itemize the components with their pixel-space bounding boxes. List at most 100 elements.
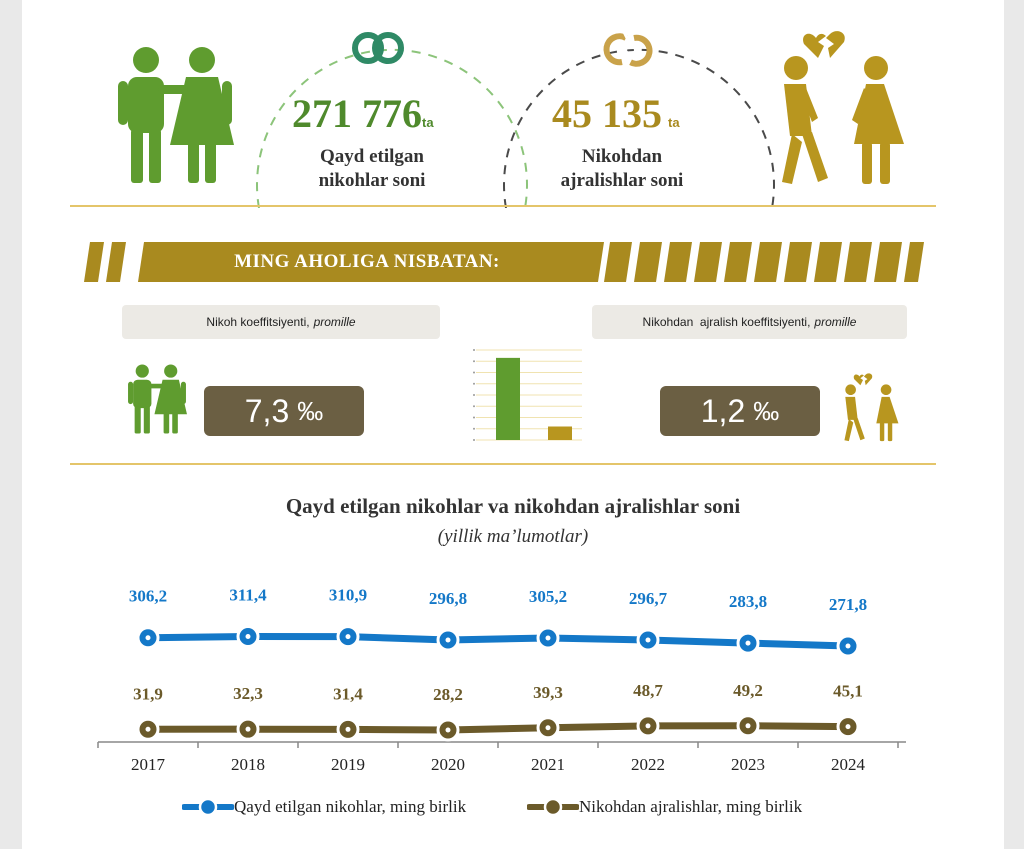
banner-stripes bbox=[84, 242, 924, 282]
mini-chart-tick bbox=[473, 405, 475, 408]
marriages-caption-line1: Qayd etilgan bbox=[320, 146, 424, 167]
data-label-marriages: 283,8 bbox=[729, 592, 767, 611]
legend-item-marriages: Qayd etilgan nikohlar, ming birlik bbox=[182, 796, 466, 818]
marriages-count-value: 271 776 bbox=[292, 91, 422, 136]
divorce-coef-box: 1,2 ‰ bbox=[660, 386, 820, 436]
x-tick-label: 2020 bbox=[431, 755, 465, 774]
divorce-dashed-circle bbox=[503, 48, 775, 208]
series-line-divorces bbox=[144, 722, 852, 734]
mini-chart-bar bbox=[496, 357, 520, 440]
data-point-dot-divorces bbox=[845, 724, 851, 730]
mini-chart-tick bbox=[473, 382, 475, 385]
data-point-dot-marriages bbox=[445, 637, 451, 643]
x-tick-label: 2023 bbox=[731, 755, 765, 774]
data-point-dot-divorces bbox=[345, 726, 351, 732]
data-label-divorces: 32,3 bbox=[233, 684, 263, 703]
legend-marker-marriages bbox=[182, 797, 234, 817]
marriages-count-unit: ta bbox=[422, 115, 434, 130]
data-label-marriages: 310,9 bbox=[329, 586, 367, 605]
divorces-caption-line2: ajralishlar soni bbox=[560, 170, 684, 191]
divider-top bbox=[70, 205, 936, 207]
line-chart: 2017 2018 2019 2020 2021 2022 2023 2024 306,2 311… bbox=[97, 585, 906, 774]
x-tick-label: 2024 bbox=[831, 755, 866, 774]
data-point-dot-divorces bbox=[745, 723, 751, 729]
divorces-count-unit: ta bbox=[668, 115, 680, 130]
legend-label-marriages: Qayd etilgan nikohlar, ming birlik bbox=[234, 797, 467, 816]
divorces-caption-line1: Nikohdan bbox=[581, 146, 663, 167]
data-point-dot-marriages bbox=[245, 633, 251, 639]
divorce-coef-label-unit: promille bbox=[814, 315, 857, 329]
couple-icon bbox=[118, 47, 234, 183]
coefficient-bar-chart bbox=[473, 349, 582, 441]
marriages-count: 271 776ta bbox=[292, 94, 434, 143]
chart-title: Qayd etilgan nikohlar va nikohdan ajrali… bbox=[285, 494, 741, 518]
marriages-caption-line2: nikohlar soni bbox=[318, 170, 426, 191]
x-tick-label: 2018 bbox=[231, 755, 265, 774]
data-label-marriages: 305,2 bbox=[529, 587, 567, 606]
mini-chart-tick bbox=[473, 394, 475, 396]
small-couple-icon bbox=[128, 364, 187, 434]
divider-middle bbox=[70, 463, 936, 465]
chart-subtitle: (yillik ma’lumotlar) bbox=[437, 526, 589, 547]
data-label-marriages: 296,7 bbox=[629, 589, 668, 608]
x-tick-label: 2017 bbox=[131, 755, 166, 774]
data-label-divorces: 49,2 bbox=[733, 681, 763, 700]
mini-chart-tick bbox=[473, 371, 475, 374]
legend-item-divorces: Nikohdan ajralishlar, ming birlik bbox=[527, 796, 802, 818]
divorce-coef-label: Nikohdan ajralish koeffitsiyenti, promill… bbox=[592, 305, 907, 339]
mini-chart-tick bbox=[473, 439, 475, 441]
data-label-marriages: 271,8 bbox=[829, 595, 867, 614]
data-label-divorces: 39,3 bbox=[533, 683, 563, 702]
infographic-sheet: 271 776ta Qayd etilgan nikohlar soni 45 … bbox=[22, 0, 1004, 849]
data-point-dot-marriages bbox=[745, 640, 751, 646]
divorce-coef-value: 1,2 bbox=[700, 392, 746, 429]
legend-label-divorces: Nikohdan ajralishlar, ming birlik bbox=[579, 797, 803, 816]
x-tick-label: 2021 bbox=[531, 755, 565, 774]
marriage-coef-box: 7,3 ‰ bbox=[204, 386, 364, 436]
data-label-marriages: 306,2 bbox=[129, 587, 167, 606]
mini-chart-tick bbox=[473, 360, 475, 363]
data-label-divorces: 31,4 bbox=[333, 684, 363, 703]
marriage-coef-value: 7,3 bbox=[244, 392, 290, 429]
divorces-count: 45 135 ta bbox=[552, 94, 680, 143]
mini-chart-tick bbox=[473, 349, 475, 351]
marriage-dashed-circle bbox=[256, 48, 528, 208]
rings-icon bbox=[352, 32, 404, 64]
data-point-dot-divorces bbox=[445, 727, 451, 733]
data-label-divorces: 48,7 bbox=[633, 681, 663, 700]
data-point-dot-marriages bbox=[145, 635, 151, 641]
mini-chart-bar bbox=[548, 426, 572, 440]
series-line-marriages bbox=[144, 632, 852, 650]
mini-chart-tick bbox=[473, 416, 475, 419]
data-point-dot-marriages bbox=[345, 634, 351, 640]
separated-couple-icon bbox=[782, 31, 904, 184]
legend-marker-divorces bbox=[527, 797, 579, 817]
data-label-divorces: 28,2 bbox=[433, 685, 463, 704]
data-point-dot-marriages bbox=[545, 635, 551, 641]
broken-rings-icon bbox=[603, 31, 653, 69]
x-tick-label: 2022 bbox=[631, 755, 665, 774]
data-point-dot-divorces bbox=[645, 723, 651, 729]
data-label-marriages: 311,4 bbox=[229, 585, 267, 604]
data-point-dot-marriages bbox=[645, 637, 651, 643]
data-label-marriages: 296,8 bbox=[429, 589, 467, 608]
data-point-dot-marriages bbox=[845, 643, 851, 649]
banner-text: MING AHOLIGA NISBATAN: bbox=[234, 251, 500, 272]
marriage-coef-label: Nikoh koeffitsiyenti, promille bbox=[122, 305, 440, 339]
mini-chart-tick bbox=[473, 427, 475, 430]
marriage-coef-unit: ‰ bbox=[297, 395, 324, 426]
divorces-count-value: 45 135 bbox=[552, 91, 662, 136]
divorce-coef-unit: ‰ bbox=[753, 395, 780, 426]
data-label-divorces: 31,9 bbox=[133, 684, 163, 703]
x-tick-label: 2019 bbox=[331, 755, 365, 774]
data-point-dot-divorces bbox=[145, 726, 151, 732]
marriage-coef-label-text: Nikoh koeffitsiyenti, bbox=[206, 315, 310, 329]
marriage-coef-label-unit: promille bbox=[313, 315, 356, 329]
data-point-dot-divorces bbox=[545, 725, 551, 731]
data-point-dot-divorces bbox=[245, 726, 251, 732]
marriages-caption: Qayd etilgan nikohlar soni bbox=[282, 145, 462, 193]
divorces-caption: Nikohdan ajralishlar soni bbox=[532, 145, 712, 193]
small-separated-couple-icon bbox=[844, 373, 899, 442]
data-label-divorces: 45,1 bbox=[833, 682, 863, 701]
divorce-coef-label-text: Nikohdan ajralish koeffitsiyenti, bbox=[642, 315, 811, 329]
